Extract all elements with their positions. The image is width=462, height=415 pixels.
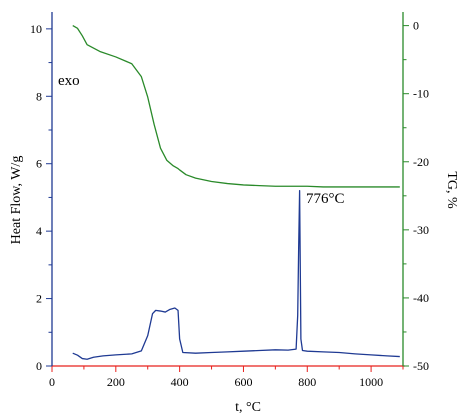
right-tick-label: -40 [413,291,429,305]
right-tick-label: 0 [413,19,419,33]
exo-annotation: exo [58,73,80,89]
x-axis-label: t, °C [235,400,261,415]
peak-temperature-annotation: 776°C [306,191,345,207]
minor-ticks [48,59,407,370]
left-tick-label: 6 [36,157,42,171]
left-tick-label: 0 [36,359,42,373]
right-y-axis-label: TG, % [444,171,459,209]
x-tick-label: 1000 [359,375,383,389]
left-tick-label: 4 [36,224,42,238]
right-tick-label: -50 [413,359,429,373]
x-tick-label: 400 [171,375,189,389]
right-tick-label: -30 [413,223,429,237]
heat-flow-curve [72,190,400,360]
tg-curve [72,25,400,188]
left-tick-label: 2 [36,292,42,306]
x-tick-label: 800 [298,375,316,389]
x-tick-label: 200 [107,375,125,389]
left-tick-label: 8 [36,89,42,103]
x-tick-label: 600 [234,375,252,389]
axis-ticks: 0 200 400 600 800 1000 0 2 4 6 8 10 0 -10 -20 -30 -40 -50 [30,19,429,389]
right-tick-label: -20 [413,155,429,169]
right-tick-label: -10 [413,87,429,101]
plot-series [72,25,400,360]
left-tick-label: 10 [30,22,42,36]
x-tick-label: 0 [49,375,55,389]
left-y-axis-label: Heat Flow, W/g [9,156,24,245]
